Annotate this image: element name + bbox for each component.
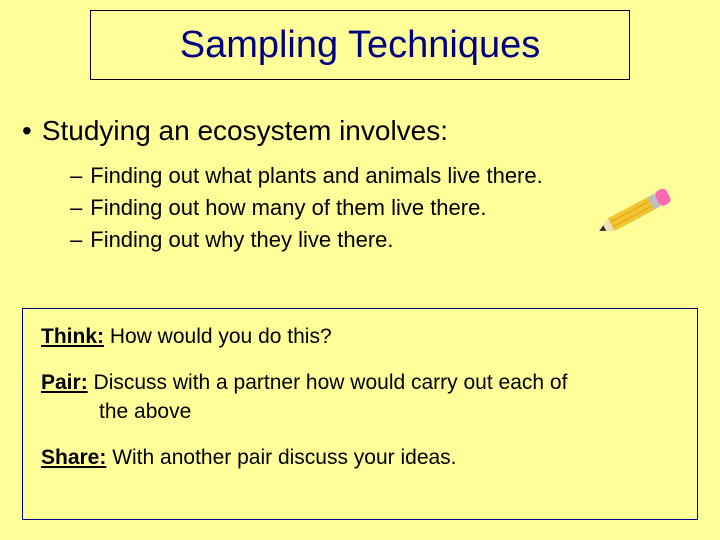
dash-icon: – — [70, 227, 82, 253]
sub-bullet-text: Finding out how many of them live there. — [90, 195, 486, 221]
sub-bullet-item: – Finding out why they live there. — [70, 227, 543, 253]
sub-bullet-text: Finding out what plants and animals live… — [90, 163, 542, 189]
bullet-dot: • — [22, 117, 32, 145]
think-line: Think: How would you do this? — [41, 323, 679, 351]
pair-line-2: the above — [41, 398, 679, 426]
main-bullet: • Studying an ecosystem involves: — [22, 115, 448, 147]
pair-line: Pair: Discuss with a partner how would c… — [41, 369, 679, 397]
pair-label: Pair: — [41, 371, 88, 394]
pencil-icon — [590, 182, 680, 242]
sub-bullet-text: Finding out why they live there. — [90, 227, 393, 253]
share-line: Share: With another pair discuss your id… — [41, 444, 679, 472]
think-text: How would you do this? — [104, 325, 332, 348]
sub-bullet-list: – Finding out what plants and animals li… — [70, 163, 543, 259]
share-label: Share: — [41, 446, 106, 469]
pair-text: Discuss with a partner how would carry o… — [88, 371, 568, 394]
dash-icon: – — [70, 195, 82, 221]
title-box: Sampling Techniques — [90, 10, 630, 80]
main-bullet-text: Studying an ecosystem involves: — [42, 115, 448, 147]
think-label: Think: — [41, 325, 104, 348]
think-pair-share-box: Think: How would you do this? Pair: Disc… — [22, 308, 698, 520]
dash-icon: – — [70, 163, 82, 189]
share-text: With another pair discuss your ideas. — [106, 446, 456, 469]
sub-bullet-item: – Finding out what plants and animals li… — [70, 163, 543, 189]
sub-bullet-item: – Finding out how many of them live ther… — [70, 195, 543, 221]
slide-title: Sampling Techniques — [180, 24, 541, 67]
